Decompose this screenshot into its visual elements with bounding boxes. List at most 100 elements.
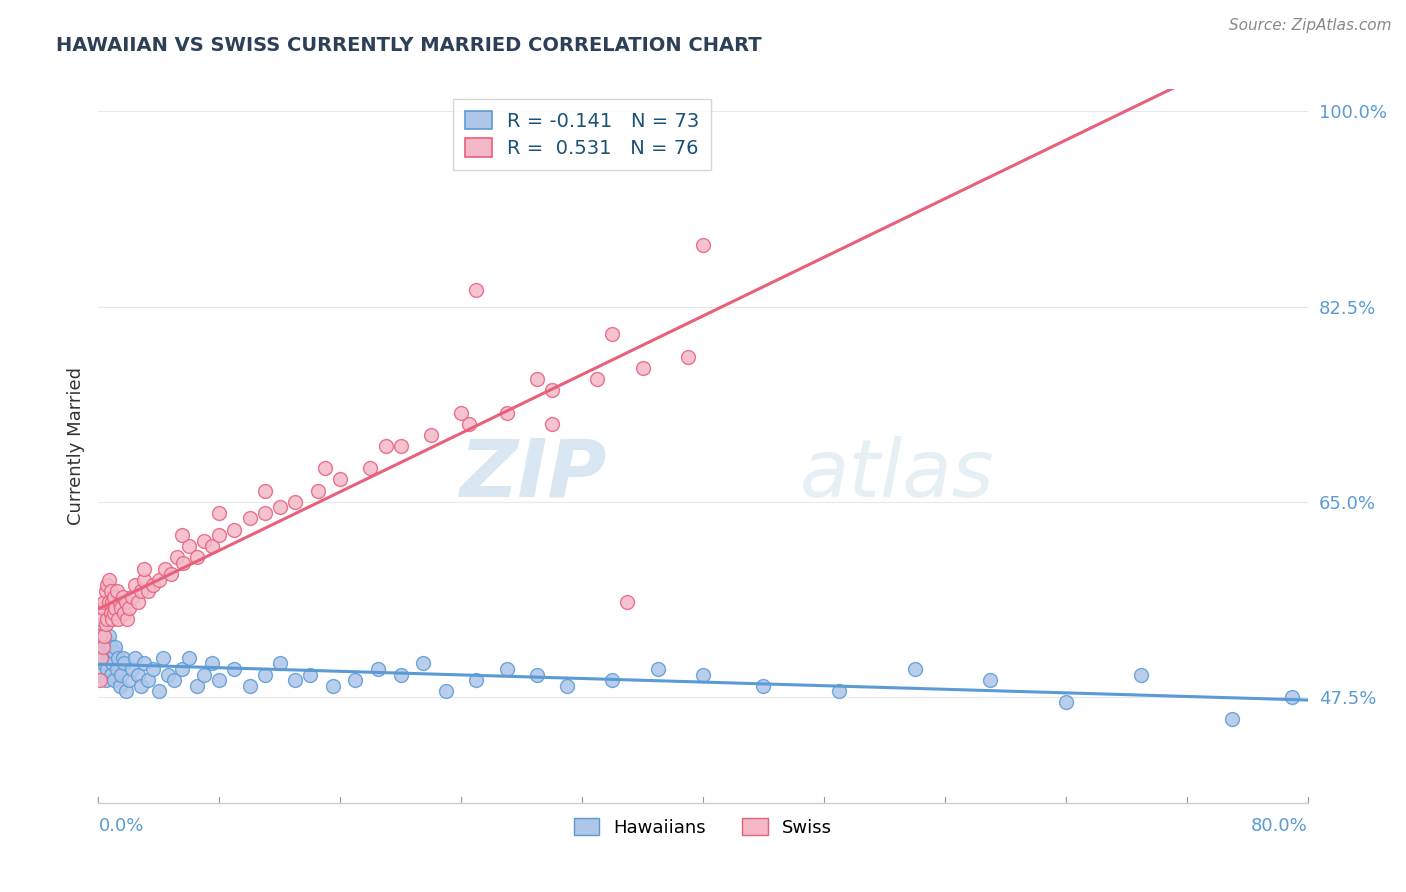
Point xyxy=(90,640,112,654)
Point xyxy=(89,628,111,642)
Point xyxy=(114,595,136,609)
Point xyxy=(108,679,131,693)
Text: 80.0%: 80.0% xyxy=(1251,817,1308,835)
Point xyxy=(1220,712,1243,726)
Point xyxy=(136,673,159,687)
Point xyxy=(329,472,352,486)
Point xyxy=(179,651,201,665)
Point xyxy=(148,573,170,587)
Point xyxy=(96,634,118,648)
Point xyxy=(540,383,562,397)
Point xyxy=(91,640,114,654)
Point xyxy=(114,684,136,698)
Point xyxy=(239,679,262,693)
Point xyxy=(132,573,155,587)
Point xyxy=(96,612,118,626)
Point xyxy=(389,439,412,453)
Point xyxy=(269,500,291,515)
Point xyxy=(631,360,654,375)
Point xyxy=(269,657,291,671)
Point xyxy=(100,606,122,620)
Point xyxy=(91,651,114,665)
Point xyxy=(91,617,114,632)
Point xyxy=(142,662,165,676)
Point xyxy=(253,667,276,681)
Point xyxy=(540,417,562,431)
Point xyxy=(101,595,124,609)
Point xyxy=(752,679,775,693)
Point xyxy=(160,567,183,582)
Point xyxy=(121,662,143,676)
Point xyxy=(90,612,112,626)
Point xyxy=(389,667,412,681)
Point xyxy=(692,667,714,681)
Point xyxy=(314,461,336,475)
Point xyxy=(179,539,201,553)
Point xyxy=(602,673,624,687)
Point xyxy=(124,651,146,665)
Point xyxy=(93,595,115,609)
Point xyxy=(1130,667,1153,681)
Point xyxy=(420,428,443,442)
Point xyxy=(676,350,699,364)
Point xyxy=(201,539,224,553)
Point xyxy=(284,673,307,687)
Point xyxy=(170,662,193,676)
Point xyxy=(127,667,149,681)
Point xyxy=(136,584,159,599)
Point xyxy=(163,673,186,687)
Point xyxy=(93,657,115,671)
Point xyxy=(94,645,117,659)
Point xyxy=(322,679,344,693)
Point xyxy=(152,651,174,665)
Point xyxy=(108,595,131,609)
Point xyxy=(104,600,127,615)
Point xyxy=(602,327,624,342)
Point xyxy=(186,679,208,693)
Point xyxy=(98,573,121,587)
Point xyxy=(96,578,118,592)
Point xyxy=(103,606,125,620)
Point xyxy=(495,405,517,419)
Point xyxy=(465,673,488,687)
Point xyxy=(94,617,117,632)
Point xyxy=(98,628,121,642)
Point xyxy=(253,506,276,520)
Point xyxy=(105,662,128,676)
Point xyxy=(495,662,517,676)
Point xyxy=(100,640,122,654)
Point xyxy=(142,578,165,592)
Point xyxy=(526,667,548,681)
Point xyxy=(156,667,179,681)
Point xyxy=(132,562,155,576)
Point xyxy=(465,283,488,297)
Point xyxy=(89,673,111,687)
Point xyxy=(616,595,638,609)
Point xyxy=(103,645,125,659)
Point xyxy=(344,673,367,687)
Point xyxy=(121,590,143,604)
Point xyxy=(253,483,276,498)
Point xyxy=(89,651,111,665)
Point xyxy=(208,506,231,520)
Point xyxy=(124,578,146,592)
Point xyxy=(93,628,115,642)
Point xyxy=(98,645,121,659)
Text: Source: ZipAtlas.com: Source: ZipAtlas.com xyxy=(1229,18,1392,33)
Point xyxy=(115,612,138,626)
Point xyxy=(110,600,132,615)
Point xyxy=(94,673,117,687)
Point xyxy=(186,550,208,565)
Point xyxy=(224,523,246,537)
Point xyxy=(90,667,112,681)
Point xyxy=(457,417,479,431)
Point xyxy=(129,584,152,599)
Point xyxy=(450,405,472,419)
Point xyxy=(111,651,134,665)
Point xyxy=(96,662,118,676)
Point xyxy=(526,372,548,386)
Point xyxy=(193,533,215,548)
Point xyxy=(153,562,176,576)
Y-axis label: Currently Married: Currently Married xyxy=(66,367,84,525)
Point xyxy=(111,590,134,604)
